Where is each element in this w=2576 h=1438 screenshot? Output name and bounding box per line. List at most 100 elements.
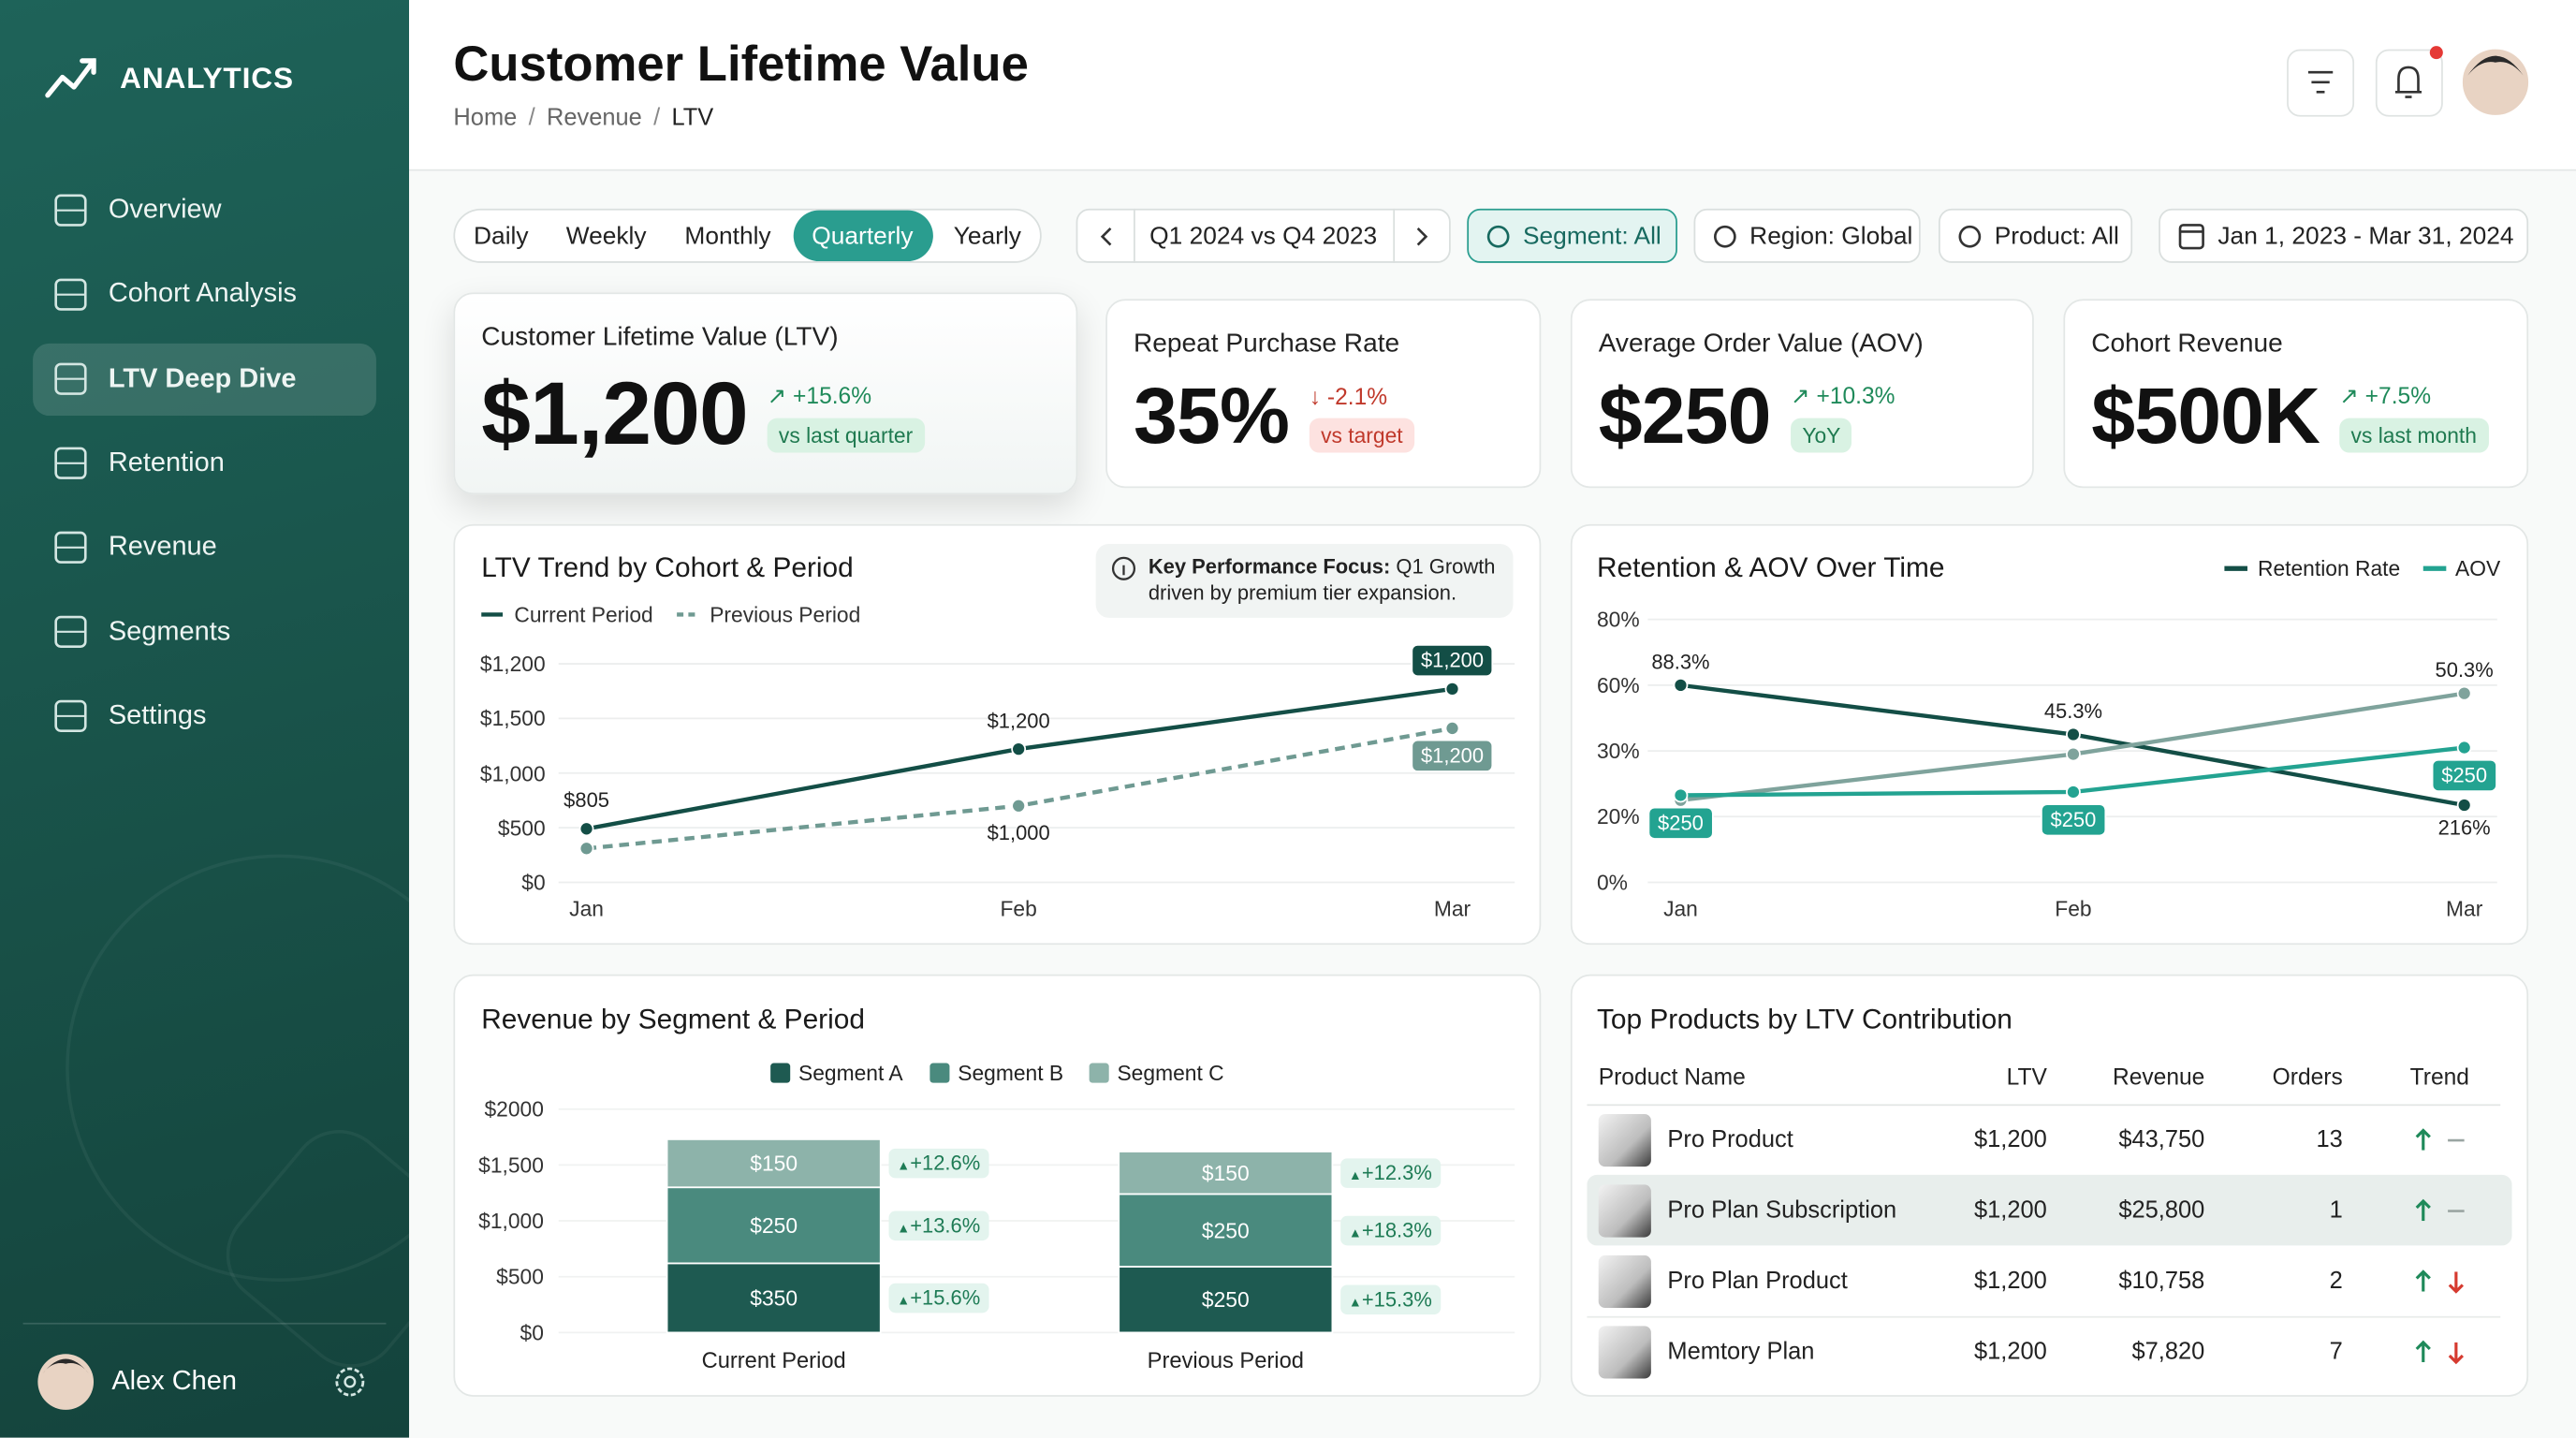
product-thumb [1598, 1184, 1651, 1238]
y-tick-label: 30% [1596, 738, 1640, 764]
compare-control [1076, 208, 1451, 263]
nav-item[interactable]: Retention [108, 448, 225, 477]
period-option[interactable]: Monthly [684, 222, 771, 251]
note-title: Key Performance Focus: [1148, 555, 1391, 579]
data-label: $250 [2431, 758, 2497, 792]
crumb[interactable]: Revenue [517, 105, 642, 131]
column-header: Product Name [1598, 1063, 1746, 1090]
legend-label: AOV [2455, 556, 2501, 581]
legend-label: Retention Rate [2257, 556, 2401, 581]
icon-button[interactable] [2375, 49, 2443, 117]
period-option[interactable]: Yearly [953, 222, 1021, 251]
legend-label: Segment A [798, 1060, 903, 1086]
y-tick-label: $1,200 [479, 651, 546, 677]
x-tick-label: Previous Period [1147, 1348, 1304, 1373]
nav-item[interactable]: Segments [108, 616, 231, 646]
bar-label: $150 [1201, 1160, 1250, 1185]
x-tick-label: Jan [569, 896, 604, 921]
panel [1570, 523, 2529, 946]
kpi-label: Average Order Value (AOV) [1598, 330, 1924, 359]
legend-swatch [929, 1063, 950, 1083]
legend-swatch [1089, 1063, 1109, 1083]
change-badge: +15.3% [1340, 1284, 1441, 1314]
period-option[interactable]: Daily [474, 222, 529, 251]
column-header: Orders [2272, 1063, 2343, 1090]
brand-name: ANALYTICS [120, 61, 294, 95]
product-name[interactable]: Pro Plan Subscription [1667, 1197, 1897, 1225]
y-tick-label: $1,500 [478, 1152, 544, 1178]
table-cell: $1,200 [1973, 1268, 2047, 1296]
chart-title: Revenue by Segment & Period [481, 1004, 865, 1035]
table-cell: 2 [2329, 1268, 2343, 1296]
kpi-value: 35% [1134, 374, 1290, 462]
kpi-delta: +7.5% [2339, 382, 2431, 410]
table-cell: $7,820 [2131, 1339, 2205, 1366]
column-header: Trend [2409, 1063, 2469, 1090]
chip-label[interactable]: Region: Global [1749, 222, 1913, 251]
icon-button[interactable] [2287, 49, 2355, 117]
user-name: Alex Chen [111, 1366, 237, 1396]
legend-label: Current Period [514, 602, 653, 627]
period-option[interactable]: Quarterly [812, 222, 914, 251]
kpi-delta: +15.6% [768, 382, 871, 410]
chip-label[interactable]: Product: All [1994, 222, 2119, 251]
kpi-delta: +10.3% [1791, 382, 1895, 410]
nav-item[interactable]: Overview [108, 194, 222, 225]
product-name[interactable]: Pro Product [1667, 1126, 1793, 1154]
nav-item[interactable]: Revenue [108, 532, 217, 562]
divider [1134, 208, 1135, 263]
sidebar-separator [22, 1322, 387, 1325]
column-header: Revenue [2112, 1063, 2205, 1090]
data-label: 88.3% [1651, 651, 1710, 674]
kpi-card [453, 292, 1078, 495]
bar-label: $250 [1201, 1287, 1250, 1313]
compare-range[interactable]: Q1 2024 vs Q4 2023 [1149, 222, 1378, 251]
date-range[interactable]: Jan 1, 2023 - Mar 31, 2024 [2217, 222, 2514, 251]
date-picker[interactable] [2159, 208, 2529, 263]
nav-item[interactable]: LTV Deep Dive [108, 363, 297, 393]
data-label: 45.3% [2043, 699, 2103, 724]
legend-label: Segment C [1117, 1060, 1224, 1086]
crumb[interactable]: Home [453, 105, 518, 132]
nav-item[interactable]: Settings [108, 700, 207, 730]
chip-label[interactable]: Segment: All [1522, 222, 1661, 251]
kpi-label: Cohort Revenue [2091, 330, 2283, 359]
data-label: $1,000 [987, 822, 1050, 845]
change-badge: +18.3% [1340, 1215, 1441, 1245]
kpi-note: vs target [1309, 418, 1414, 453]
bar-label: $250 [750, 1212, 798, 1238]
change-badge: +13.6% [888, 1211, 988, 1240]
product-name[interactable]: Pro Plan Product [1667, 1268, 1848, 1296]
y-tick-label: $500 [496, 1264, 544, 1289]
y-tick-label: 80% [1596, 607, 1640, 632]
kpi-note: vs last quarter [767, 418, 925, 453]
x-tick-label: Current Period [701, 1348, 846, 1373]
kpi-card [2063, 299, 2529, 489]
period-active [793, 210, 933, 262]
nav-active [33, 343, 376, 416]
data-label: $1,200 [1411, 740, 1494, 773]
nav-item[interactable]: Cohort Analysis [108, 279, 298, 309]
row-rule [1587, 1315, 2501, 1318]
change-badge: +15.6% [888, 1283, 988, 1313]
change-badge: +12.6% [888, 1148, 988, 1179]
column-header: LTV [2006, 1063, 2047, 1090]
note-box [1095, 543, 1514, 618]
y-tick-label: $0 [520, 1320, 544, 1345]
x-tick-label: Feb [1000, 896, 1037, 921]
data-label: $250 [2040, 803, 2106, 837]
note-body: Q1 Growth driven by premium tier expansi… [1148, 555, 1496, 605]
kpi-label: Customer Lifetime Value (LTV) [481, 323, 839, 352]
y-tick-label: 20% [1596, 804, 1640, 829]
crumb[interactable]: LTV [642, 105, 713, 131]
kpi-delta: -2.1% [1310, 383, 1387, 409]
legend-label: Segment B [958, 1060, 1064, 1086]
product-name[interactable]: Memtory Plan [1667, 1339, 1815, 1366]
kpi-value: $250 [1598, 374, 1772, 462]
x-tick-label: Mar [2446, 896, 2483, 921]
period-option[interactable]: Weekly [565, 222, 647, 251]
chart-title: LTV Trend by Cohort & Period [481, 551, 854, 584]
bar-label: $350 [750, 1285, 798, 1311]
y-tick-label: 60% [1596, 672, 1640, 698]
